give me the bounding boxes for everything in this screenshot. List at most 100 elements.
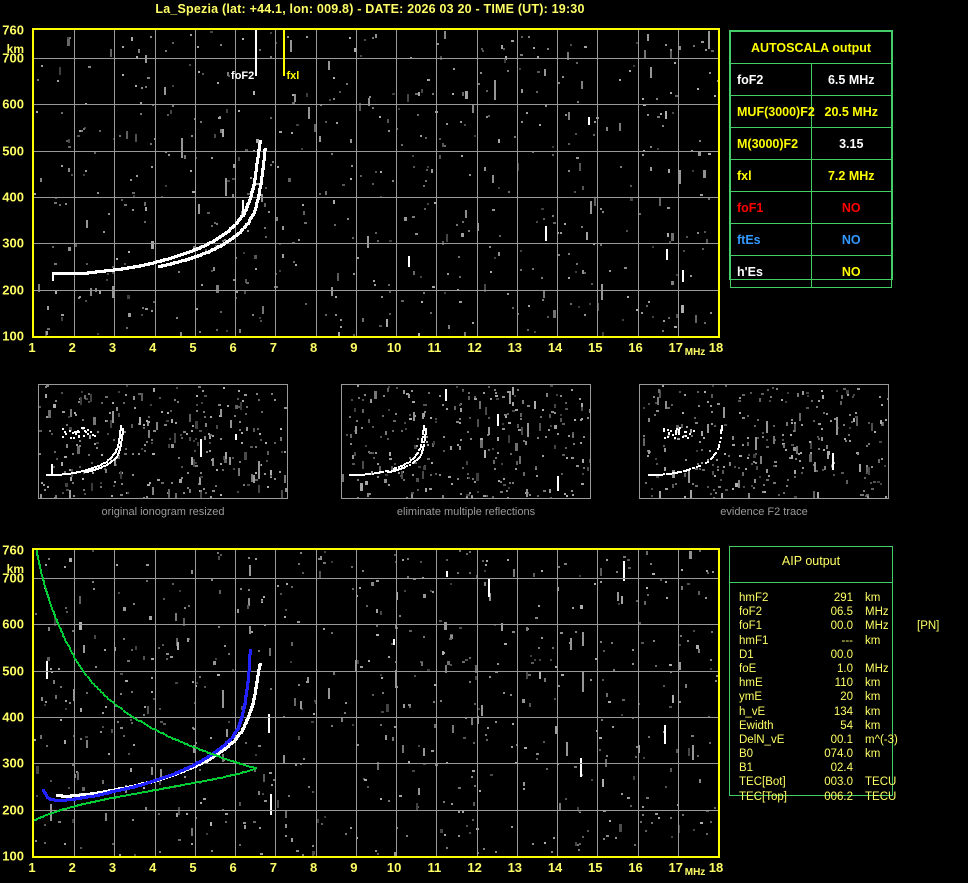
plot-pixel bbox=[523, 440, 525, 442]
plot-pixel bbox=[666, 249, 668, 261]
plot-pixel bbox=[475, 676, 477, 680]
plot-pixel bbox=[88, 401, 90, 403]
plot-pixel bbox=[386, 319, 388, 327]
thumbnail-evidence-f2-trace[interactable] bbox=[639, 384, 889, 499]
plot-pixel bbox=[450, 664, 452, 666]
plot-pixel bbox=[274, 442, 276, 444]
plot-pixel bbox=[417, 452, 419, 454]
plot-pixel bbox=[553, 837, 555, 839]
plot-pixel bbox=[256, 393, 258, 395]
plot-pixel bbox=[282, 254, 284, 258]
plot-pixel bbox=[46, 331, 48, 335]
plot-pixel bbox=[69, 490, 71, 498]
plot-pixel bbox=[676, 427, 679, 430]
plot-pixel bbox=[117, 444, 119, 446]
plot-pixel bbox=[399, 795, 402, 797]
plot-pixel bbox=[623, 556, 626, 558]
plot-pixel bbox=[43, 580, 45, 582]
thumbnail-original-ionogram[interactable] bbox=[38, 384, 288, 499]
thumbnail-eliminate-multiple-reflections[interactable] bbox=[341, 384, 591, 499]
autoscala-row: foF1 NO bbox=[730, 191, 892, 224]
plot-pixel bbox=[572, 494, 574, 496]
plot-pixel bbox=[773, 465, 775, 467]
plot-pixel bbox=[150, 404, 152, 406]
thumbnail-0-canvas bbox=[39, 385, 287, 498]
plot-pixel bbox=[350, 474, 352, 476]
plot-pixel bbox=[90, 288, 92, 296]
plot-pixel bbox=[558, 254, 560, 256]
plot-pixel bbox=[37, 555, 39, 557]
plot-pixel bbox=[151, 241, 154, 249]
plot-pixel bbox=[148, 430, 150, 438]
plot-pixel bbox=[602, 332, 604, 336]
plot-pixel bbox=[676, 749, 679, 753]
plot-pixel bbox=[372, 183, 374, 185]
plot-pixel bbox=[643, 757, 645, 759]
plot-pixel bbox=[431, 169, 433, 173]
plot-pixel bbox=[492, 496, 494, 498]
plot-pixel bbox=[193, 763, 196, 766]
plot-pixel bbox=[665, 44, 667, 46]
plot-pixel bbox=[609, 270, 611, 272]
plot-pixel bbox=[80, 738, 82, 740]
y-axis-tick-label: 500 bbox=[2, 663, 24, 679]
marker-foF2[interactable]: foF2 bbox=[231, 30, 258, 82]
plot-pixel bbox=[124, 431, 126, 433]
plot-pixel bbox=[721, 425, 723, 427]
plot-pixel bbox=[595, 658, 597, 660]
plot-pixel bbox=[615, 837, 617, 839]
plot-pixel bbox=[245, 689, 248, 692]
plot-pixel bbox=[846, 390, 849, 394]
plot-pixel bbox=[387, 438, 389, 440]
main-ionogram-plot[interactable]: foF2 fxl bbox=[32, 28, 720, 338]
plot-pixel bbox=[673, 472, 675, 474]
plot-pixel bbox=[504, 59, 506, 63]
plot-pixel bbox=[255, 446, 257, 448]
plot-pixel bbox=[235, 434, 237, 441]
plot-pixel bbox=[178, 770, 181, 773]
plot-pixel bbox=[259, 317, 261, 319]
plot-pixel bbox=[552, 215, 554, 217]
plot-pixel bbox=[260, 853, 263, 855]
plot-pixel bbox=[335, 296, 337, 298]
plot-pixel bbox=[151, 677, 153, 679]
plot-pixel bbox=[581, 418, 583, 420]
plot-pixel bbox=[474, 398, 477, 400]
plot-pixel bbox=[707, 459, 709, 461]
plot-pixel bbox=[335, 314, 337, 316]
plot-pixel bbox=[670, 817, 672, 819]
plot-pixel bbox=[186, 783, 188, 785]
plot-pixel bbox=[269, 648, 271, 656]
plot-pixel bbox=[150, 143, 152, 145]
plot-pixel bbox=[571, 490, 573, 492]
plot-pixel bbox=[271, 784, 273, 786]
plot-pixel bbox=[701, 462, 703, 464]
plot-pixel bbox=[658, 474, 660, 476]
plot-pixel bbox=[369, 452, 372, 454]
plot-pixel bbox=[73, 794, 76, 797]
plot-pixel bbox=[198, 204, 200, 215]
plot-pixel bbox=[565, 402, 567, 404]
plot-pixel bbox=[866, 466, 868, 474]
plot-pixel bbox=[452, 93, 454, 95]
plot-pixel bbox=[748, 493, 750, 498]
autoscala-row: M(3000)F2 3.15 bbox=[730, 127, 892, 160]
plot-pixel bbox=[542, 409, 544, 411]
marker-fxl[interactable]: fxl bbox=[283, 30, 299, 82]
plot-pixel bbox=[168, 787, 170, 789]
plot-pixel bbox=[164, 264, 167, 267]
x-axis-tick-label: 12 bbox=[467, 340, 482, 355]
plot-pixel bbox=[172, 42, 174, 44]
plot-pixel bbox=[62, 492, 64, 494]
plot-pixel bbox=[697, 755, 699, 757]
plot-pixel bbox=[184, 776, 186, 778]
plot-pixel bbox=[424, 434, 426, 436]
bottom-ionogram-plot[interactable] bbox=[32, 548, 720, 858]
plot-pixel bbox=[46, 416, 48, 418]
plot-pixel bbox=[657, 148, 659, 150]
plot-pixel bbox=[434, 724, 436, 728]
plot-pixel bbox=[420, 445, 422, 447]
plot-pixel bbox=[425, 428, 427, 430]
plot-pixel bbox=[501, 45, 503, 49]
plot-pixel bbox=[149, 482, 151, 484]
